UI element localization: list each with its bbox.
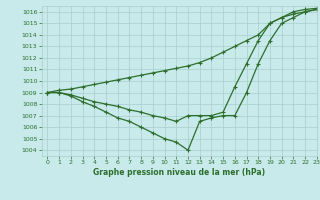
X-axis label: Graphe pression niveau de la mer (hPa): Graphe pression niveau de la mer (hPa) — [93, 168, 265, 177]
